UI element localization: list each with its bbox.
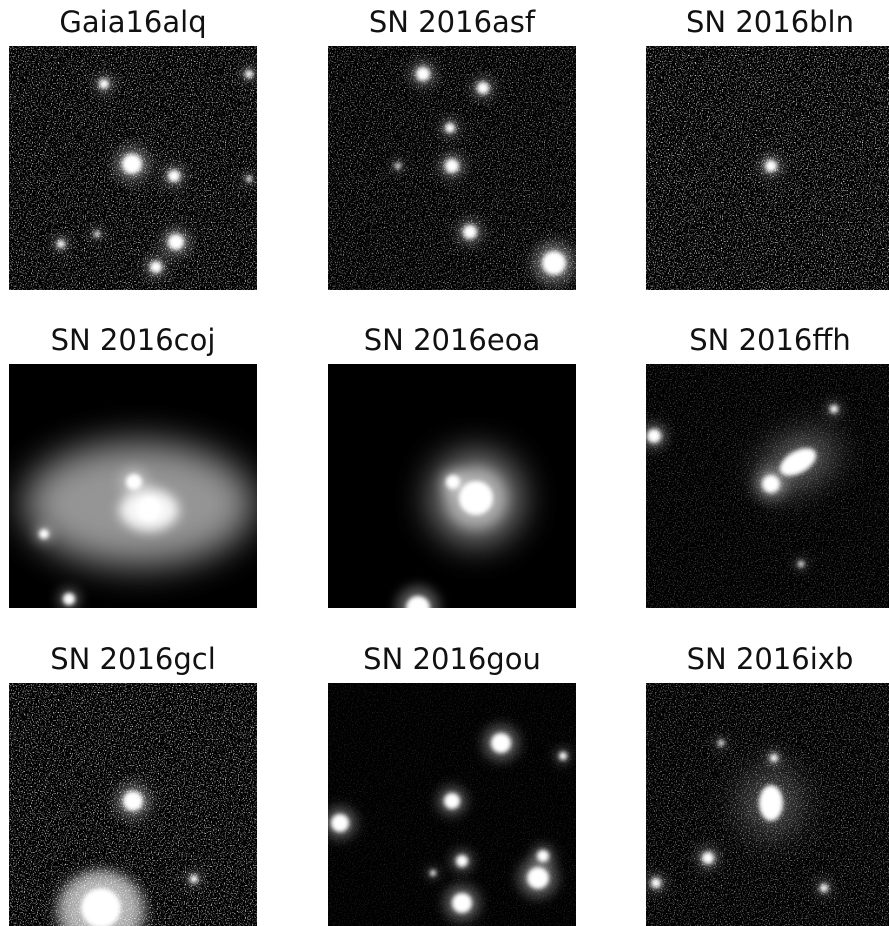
star <box>820 884 828 892</box>
panel-title: SN 2016ixb <box>687 642 854 676</box>
star <box>765 160 777 172</box>
star <box>430 870 436 876</box>
star <box>798 561 804 567</box>
star <box>57 240 65 248</box>
star <box>718 740 724 746</box>
star <box>477 82 489 94</box>
panel-image <box>328 46 576 290</box>
panel-image <box>646 683 889 926</box>
star <box>651 878 661 888</box>
star <box>246 176 252 182</box>
star <box>245 70 253 78</box>
star <box>168 170 180 182</box>
panel-image <box>328 683 576 926</box>
panel-image <box>9 46 257 290</box>
star <box>81 888 121 926</box>
panel-title: SN 2016gcl <box>50 642 216 676</box>
star <box>770 754 778 762</box>
star <box>459 481 493 515</box>
panel-title: Gaia16alq <box>59 5 206 39</box>
star <box>444 793 460 809</box>
star <box>491 733 511 753</box>
star <box>331 814 349 832</box>
star <box>527 867 549 889</box>
star <box>445 159 459 173</box>
star <box>463 225 477 239</box>
star <box>168 234 184 250</box>
star <box>446 475 460 489</box>
star <box>416 67 430 81</box>
star <box>542 251 566 275</box>
star <box>559 752 567 760</box>
panel-title: SN 2016gou <box>363 642 541 676</box>
star <box>190 875 198 883</box>
star <box>39 529 49 539</box>
panel-image <box>9 364 257 608</box>
star <box>452 893 472 913</box>
star <box>406 596 430 608</box>
star <box>137 497 161 521</box>
star <box>122 154 142 174</box>
star <box>445 123 455 133</box>
star <box>126 474 142 490</box>
star <box>647 429 661 443</box>
star <box>762 475 780 493</box>
panel-image <box>328 364 576 608</box>
panel-title: SN 2016coj <box>51 323 216 357</box>
star <box>63 593 75 605</box>
panel-image <box>646 364 889 608</box>
star <box>150 261 162 273</box>
panel-title: SN 2016bln <box>686 5 854 39</box>
panel-image <box>9 683 257 926</box>
star <box>830 405 838 413</box>
panel-title: SN 2016ffh <box>689 323 850 357</box>
star <box>94 231 100 237</box>
star <box>702 852 714 864</box>
panel-title: SN 2016eoa <box>364 323 540 357</box>
noise <box>646 683 889 926</box>
panel-image <box>646 46 889 290</box>
star <box>456 855 468 867</box>
panel-title: SN 2016asf <box>369 5 536 39</box>
star <box>99 79 109 89</box>
star <box>395 163 401 169</box>
star <box>123 791 143 811</box>
